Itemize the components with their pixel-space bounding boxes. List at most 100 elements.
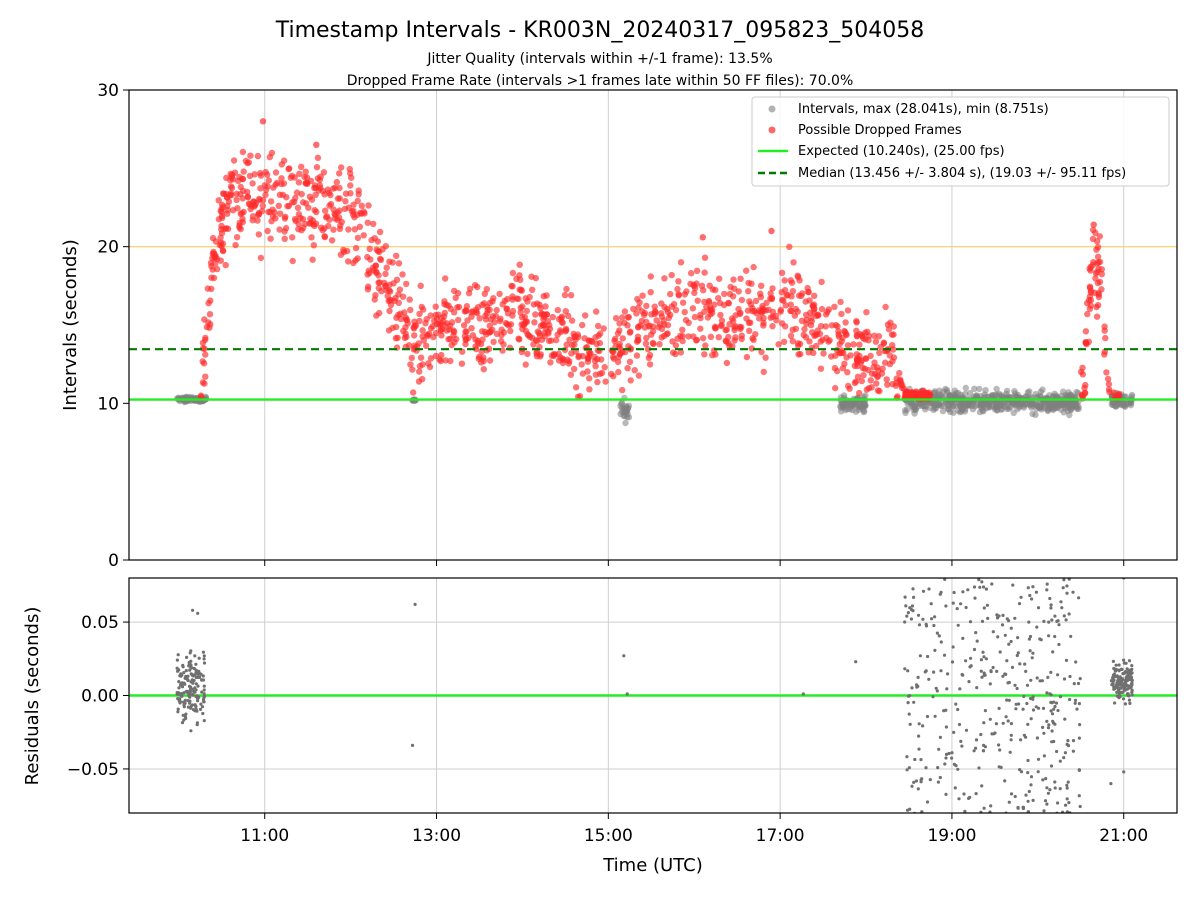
- residual-point: [1027, 789, 1031, 794]
- residual-point: [912, 595, 916, 600]
- dropped-frame-point: [656, 341, 663, 348]
- residual-point: [1036, 770, 1040, 774]
- dropped-frame-point: [244, 194, 252, 201]
- residual-point: [1046, 726, 1051, 730]
- dropped-frame-point: [677, 259, 685, 266]
- residual-point: [918, 654, 923, 658]
- residual-point: [1053, 704, 1057, 709]
- dropped-frame-point: [794, 340, 802, 347]
- residual-point: [983, 745, 988, 749]
- dropped-frame-point: [731, 326, 738, 334]
- dropped-frame-point: [537, 351, 544, 358]
- dropped-frame-point: [454, 290, 462, 297]
- dropped-frame-point: [787, 301, 794, 308]
- residual-point: [989, 669, 993, 673]
- dropped-frame-point: [836, 341, 843, 348]
- residual-point: [1113, 701, 1117, 705]
- dropped-frame-point: [395, 260, 403, 267]
- residual-point: [1045, 588, 1049, 592]
- dropped-frame-point: [351, 226, 358, 233]
- residual-point: [1049, 603, 1053, 607]
- bottom-x-tick-label: 21:00: [1099, 826, 1148, 846]
- dropped-frame-point: [801, 326, 808, 333]
- dropped-frame-point: [382, 282, 389, 289]
- dropped-frame-point: [586, 351, 593, 358]
- residual-point: [989, 804, 993, 808]
- dropped-frame-point: [420, 306, 427, 313]
- dropped-frame-point: [643, 318, 650, 326]
- dropped-frame-point: [374, 238, 382, 245]
- residual-point: [1078, 723, 1082, 727]
- dropped-frame-point: [1101, 351, 1108, 358]
- dropped-frame-point: [299, 215, 307, 223]
- dropped-frame-point: [417, 354, 425, 361]
- residual-point: [1042, 619, 1046, 624]
- residual-point: [906, 669, 910, 673]
- dropped-frame-point: [223, 225, 230, 232]
- residual-point: [410, 743, 415, 748]
- interval-point: [902, 409, 909, 416]
- residual-point: [1026, 799, 1030, 803]
- residual-point: [190, 703, 194, 707]
- residual-point: [200, 678, 204, 682]
- residual-point: [1077, 736, 1081, 740]
- residual-point: [1049, 670, 1053, 675]
- dropped-frame-point: [768, 295, 775, 303]
- residual-point: [1005, 659, 1009, 663]
- dropped-frame-point: [272, 215, 279, 222]
- residual-point: [1014, 702, 1018, 706]
- dropped-frame-point: [1095, 293, 1103, 301]
- dropped-frame-point: [240, 168, 247, 175]
- dropped-frame-point: [386, 287, 393, 294]
- dropped-frame-point: [346, 165, 353, 173]
- dropped-frame-point: [752, 331, 759, 338]
- dropped-frame-point: [846, 385, 853, 392]
- dropped-frame-point: [588, 337, 595, 345]
- residual-point: [196, 611, 200, 615]
- dropped-frame-point: [879, 365, 886, 372]
- dropped-frame-point: [348, 174, 355, 181]
- dropped-frame-point: [707, 333, 715, 340]
- residual-point: [1125, 687, 1129, 691]
- dropped-frame-point: [215, 197, 222, 204]
- residual-point: [909, 608, 914, 612]
- dropped-frame-point: [354, 255, 361, 262]
- residual-point: [176, 707, 180, 711]
- dropped-frame-point: [202, 334, 209, 342]
- dropped-frame-point: [610, 354, 617, 361]
- dropped-frame-point: [308, 196, 316, 203]
- dropped-frame-point: [643, 334, 650, 342]
- dropped-frame-point: [716, 275, 723, 282]
- residual-point: [955, 607, 959, 611]
- dropped-frame-point: [835, 331, 842, 338]
- dropped-frame-point: [647, 273, 654, 280]
- residual-point: [202, 688, 206, 692]
- residual-point: [196, 684, 200, 688]
- residual-point: [1122, 770, 1126, 774]
- dropped-frame-point: [917, 390, 925, 398]
- dropped-frame-point: [453, 335, 460, 343]
- dropped-frame-point: [598, 356, 605, 363]
- residual-point: [967, 796, 971, 801]
- dropped-frame-point: [694, 297, 701, 304]
- dropped-frame-point: [210, 248, 217, 256]
- dropped-frame-point: [781, 277, 788, 284]
- dropped-frame-point: [635, 337, 642, 344]
- dropped-frame-point: [868, 370, 876, 377]
- residual-point: [186, 699, 190, 703]
- residual-point: [984, 587, 989, 591]
- residual-point: [1053, 786, 1057, 790]
- residual-point: [995, 613, 999, 617]
- residual-point: [1013, 683, 1017, 687]
- dropped-frame-point: [571, 333, 578, 341]
- chart-subtitle-dropped: Dropped Frame Rate (intervals >1 frames …: [347, 73, 854, 89]
- top-y-tick-label: 30: [97, 81, 119, 101]
- dropped-frame-point: [259, 196, 267, 204]
- dropped-frame-point: [275, 202, 282, 209]
- dropped-frame-point: [341, 205, 349, 213]
- dropped-frame-point: [257, 254, 265, 262]
- residual-point: [1062, 614, 1066, 618]
- dropped-frame-point: [354, 234, 362, 242]
- dropped-frame-point: [368, 236, 375, 244]
- residual-point: [185, 655, 189, 660]
